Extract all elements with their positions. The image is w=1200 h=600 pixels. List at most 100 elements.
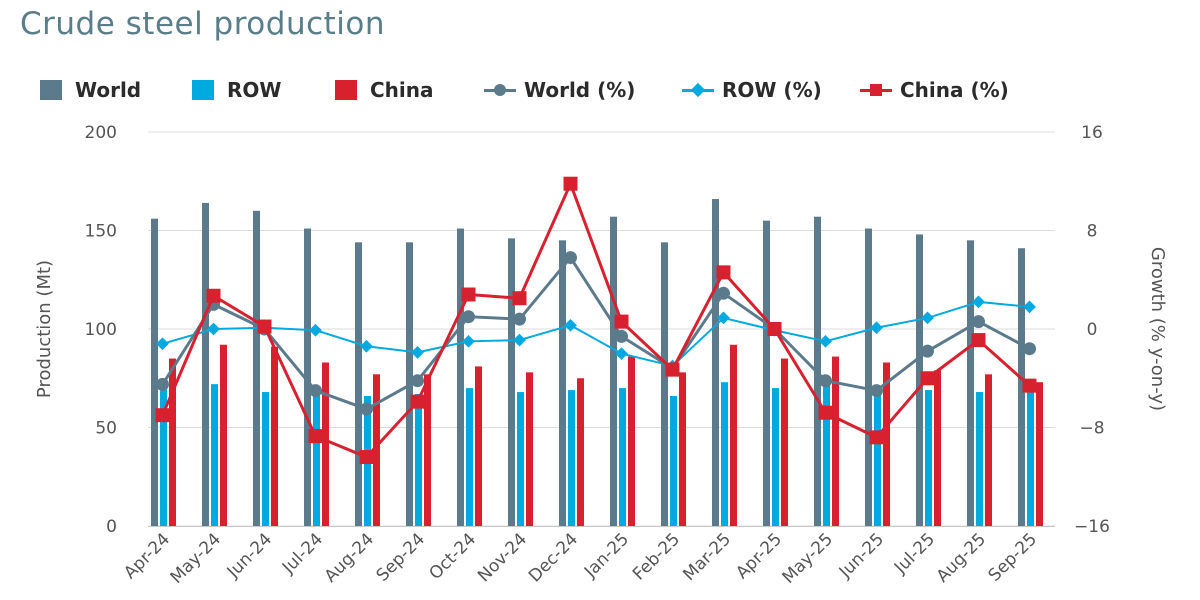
bar-china (781, 358, 788, 526)
marker-world-pct (717, 286, 730, 300)
bar-china (322, 362, 329, 526)
bar-row (211, 384, 218, 526)
bar-world (661, 242, 668, 526)
legend-swatch-world (40, 80, 62, 100)
marker-china-pct (155, 408, 170, 423)
legend-item-china-pct[interactable]: China (%) (860, 76, 1009, 104)
bar-china (169, 358, 176, 526)
x-tick-label: Jun-24 (223, 529, 276, 582)
marker-row-pct (309, 323, 322, 337)
marker-world-pct (870, 384, 883, 398)
marker-china-pct (716, 265, 731, 280)
y-left-axis-title: Production (Mt) (34, 260, 55, 398)
marker-row-pct (411, 346, 424, 359)
marker-world-pct (1023, 342, 1036, 356)
bar-row (721, 382, 728, 526)
legend-label-world-pct: World (%) (524, 78, 636, 102)
line-row-pct (162, 300, 1030, 367)
bar-world (865, 228, 872, 526)
bar-world (508, 238, 515, 526)
y-left-tick-label: 100 (85, 320, 117, 340)
marker-row-pct (819, 334, 832, 348)
marker-china-pct (1022, 378, 1037, 393)
marker-china-pct (971, 333, 986, 348)
marker-row-pct (615, 347, 628, 360)
marker-china-pct (920, 371, 935, 386)
x-tick-label: May-25 (779, 529, 837, 587)
bar-world (202, 202, 209, 527)
x-tick-label: Apr-25 (732, 529, 786, 583)
legend-item-world-pct[interactable]: World (%) (484, 76, 635, 104)
legend-item-world[interactable]: World (40, 76, 141, 104)
marker-world-pct (156, 377, 169, 391)
marker-china-pct (206, 288, 221, 303)
marker-world-pct (411, 374, 424, 388)
bar-world (151, 218, 158, 526)
line-world-pct (161, 256, 1031, 411)
bar-row (568, 390, 575, 526)
bar-row (976, 392, 983, 526)
marker-china-pct (665, 362, 680, 377)
line-china-pct (161, 182, 1031, 459)
marker-china-pct (869, 430, 884, 445)
legend-label-row-pct: ROW (%) (722, 78, 822, 102)
legend-label-china: China (370, 78, 434, 102)
marker-china-pct (767, 322, 782, 336)
bar-china (577, 378, 584, 526)
marker-china-pct (614, 314, 629, 329)
legend-label-world: World (75, 78, 142, 102)
x-tick-label: Mar-25 (679, 529, 735, 585)
bar-row (415, 394, 422, 526)
bar-china (832, 356, 839, 526)
bar-china (628, 356, 635, 526)
y-right-tick-label: −16 (1074, 517, 1110, 537)
bar-row (313, 392, 320, 526)
legend-symbol-china-pct (860, 80, 892, 100)
marker-world-pct (309, 384, 322, 398)
bar-china (373, 374, 380, 526)
bar-row (925, 390, 932, 526)
bar-row (670, 395, 677, 526)
x-tick-label: Aug-25 (933, 529, 990, 586)
marker-china-pct (410, 394, 425, 409)
marker-china-pct (512, 291, 527, 306)
marker-row-pct (360, 339, 373, 353)
marker-china-pct (359, 450, 374, 465)
bar-world (763, 220, 770, 526)
marker-row-pct (870, 321, 883, 335)
x-tick-label: Apr-24 (120, 529, 174, 583)
marker-world-pct (615, 329, 628, 343)
bar-row (772, 388, 779, 526)
x-tick-label: Sep-24 (373, 529, 429, 585)
x-tick-label: Jan-25 (580, 529, 633, 582)
bar-world (355, 242, 362, 526)
marker-row-pct (462, 334, 475, 348)
legend-item-row[interactable]: ROW (192, 76, 281, 104)
marker-china-pct (308, 429, 323, 444)
x-tick-label: Dec-24 (525, 529, 582, 586)
bar-world (712, 198, 719, 527)
marker-row-pct (207, 322, 220, 336)
bar-row (517, 392, 524, 526)
bar-row (160, 386, 167, 526)
legend-item-china[interactable]: China (335, 76, 434, 104)
marker-row-pct (513, 333, 526, 347)
marker-world-pct (972, 315, 985, 329)
x-tick-label: Jul-24 (278, 529, 327, 578)
bar-row (1027, 392, 1034, 526)
bar-china (526, 372, 533, 526)
x-tick-label: Feb-25 (629, 529, 684, 584)
y-left-tick-label: 50 (95, 419, 117, 439)
bar-world (559, 240, 566, 526)
legend-item-row-pct[interactable]: ROW (%) (682, 76, 822, 104)
legend-symbol-row-pct (682, 80, 714, 100)
bar-world (916, 234, 923, 526)
bar-china (985, 374, 992, 526)
y-right-tick-label: 8 (1087, 222, 1098, 242)
bar-china (1036, 382, 1043, 526)
y-right-tick-label: 16 (1081, 123, 1103, 143)
bar-china (883, 362, 890, 526)
y-left-tick-label: 150 (85, 222, 117, 242)
bar-china (220, 344, 227, 526)
